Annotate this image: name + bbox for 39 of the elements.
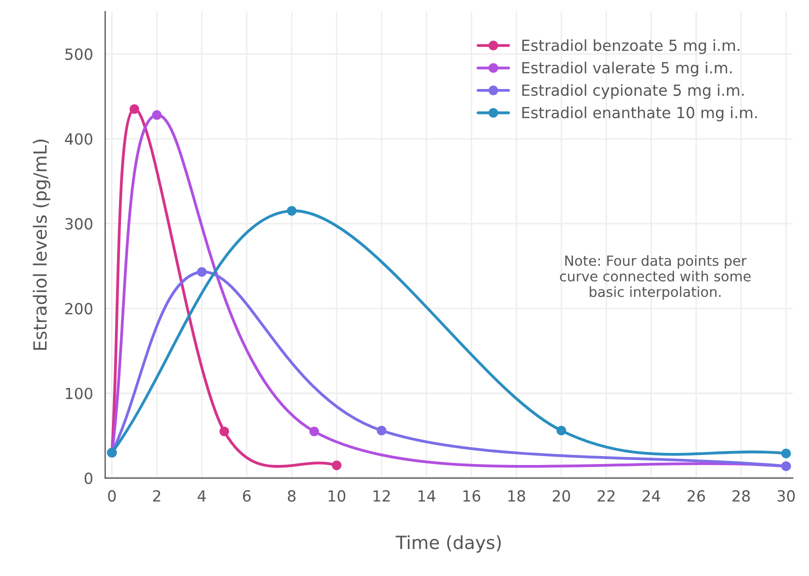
x-tick-label: 12 (374, 490, 390, 502)
x-tick-label: 16 (463, 490, 480, 502)
point (332, 460, 342, 470)
point (309, 426, 320, 436)
x-tick-label: 20 (552, 490, 570, 502)
point (130, 104, 140, 114)
legend-label: Estradiol valerate 5 mg i.m. (522, 62, 732, 76)
y-tick-label: 400 (64, 133, 92, 145)
annotation: Note: Four data points per curve connected with some basic interpolation. (560, 255, 751, 300)
x-axis-title: Time (days) (396, 535, 501, 553)
point (376, 426, 386, 436)
y-tick-label: 300 (65, 218, 92, 230)
point (286, 206, 297, 216)
y-tick-label: 0 (84, 472, 92, 484)
point (152, 110, 162, 120)
x-tick-label: 6 (242, 490, 251, 502)
x-tick-label: 4 (198, 490, 206, 502)
y-tick-label: 200 (65, 302, 92, 314)
x-tick-label: 2 (153, 490, 160, 502)
x-tick-label: 18 (508, 490, 526, 502)
x-tick-label: 10 (328, 490, 346, 502)
point (556, 426, 566, 436)
x-tick-label: 24 (642, 490, 660, 502)
legend-label: Estradiol cypionate 5 mg i.m. (522, 84, 744, 99)
x-tick-label: 0 (108, 490, 116, 502)
point (219, 426, 230, 436)
y-axis-title: Estradiol levels (pg/mL) (32, 140, 50, 350)
point (781, 448, 791, 458)
x-tick-label: 8 (288, 490, 296, 502)
point (196, 267, 207, 277)
x-tick-label: 30 (778, 490, 795, 502)
x-tick-label: 14 (418, 490, 436, 502)
legend-label: Estradiol enanthate 10 mg i.m. (522, 106, 757, 122)
y-tick-label: 100 (66, 388, 92, 400)
legend-label: Estradiol benzoate 5 mg i.m. (522, 39, 740, 54)
x-tick-label: 26 (688, 490, 705, 502)
y-tick-label: 500 (65, 48, 92, 60)
x-tick-label: 22 (598, 490, 614, 502)
x-tick-label: 28 (732, 490, 750, 502)
